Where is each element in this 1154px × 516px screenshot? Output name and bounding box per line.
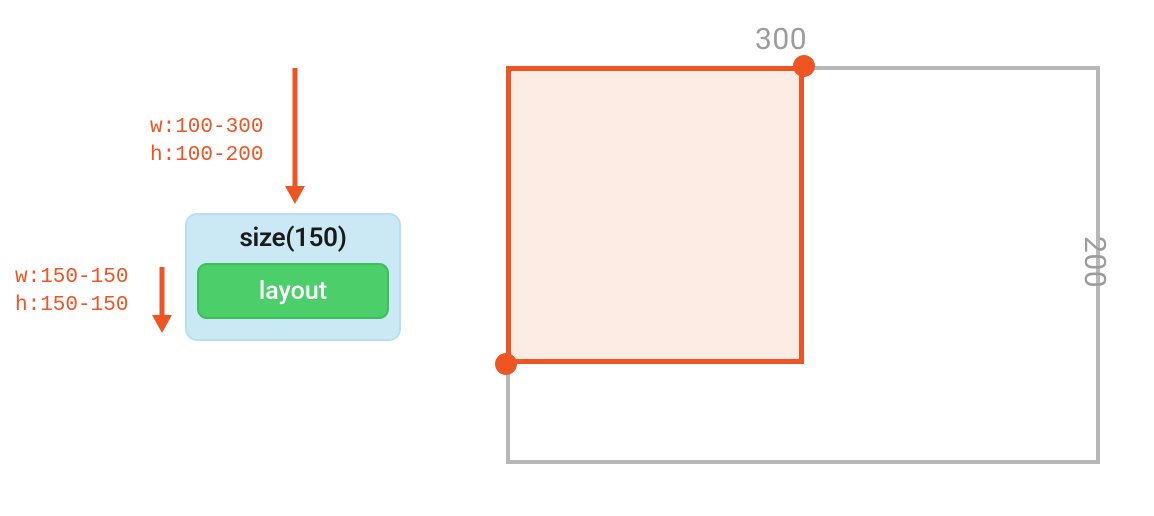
constraints-in-label: w:100-300 h:100-200 <box>150 114 263 171</box>
constraints-out-label: w:150-150 h:150-150 <box>15 264 128 321</box>
diagram-stage: w:100-300 h:100-200 size(150) layout w:1… <box>0 0 1154 516</box>
layout-pill-label: layout <box>259 277 327 306</box>
sized-box <box>506 66 804 364</box>
size-modifier-title: size(150) <box>239 223 346 253</box>
height-label: 200 <box>1077 236 1112 288</box>
top-right-dot <box>793 55 815 77</box>
layout-pill: layout <box>197 263 389 319</box>
bottom-left-dot <box>495 353 517 375</box>
constraints-arrow-out <box>150 267 174 333</box>
size-modifier-card: size(150) layout <box>185 213 401 341</box>
constraints-arrow-in <box>283 68 307 204</box>
width-label: 300 <box>755 22 807 57</box>
